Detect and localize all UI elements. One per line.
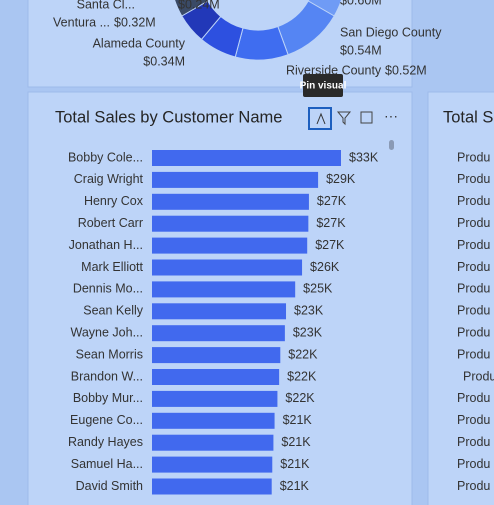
row-label: Produ	[457, 413, 490, 427]
bar	[152, 193, 309, 210]
value-label: $21K	[283, 413, 313, 427]
bar	[152, 347, 281, 364]
row-label: Produ	[457, 457, 490, 471]
category-label: Sean Morris	[76, 347, 143, 361]
row-label: Produ	[457, 238, 490, 252]
right-panel	[427, 91, 494, 505]
category-label: Eugene Co...	[70, 413, 143, 427]
bar	[152, 434, 274, 451]
value-label: $33K	[349, 150, 379, 164]
pin-icon	[316, 112, 326, 125]
row-label: Produ	[457, 391, 490, 405]
bar	[152, 303, 287, 320]
row-label: Produ	[463, 369, 494, 383]
category-label: Dennis Mo...	[73, 282, 143, 296]
bar	[152, 237, 308, 254]
category-label: Jonathan H...	[69, 238, 143, 252]
value-label: $27K	[316, 216, 346, 230]
bar	[152, 281, 296, 298]
donut-slice	[234, 25, 289, 61]
bar	[152, 456, 273, 473]
category-label: Henry Cox	[84, 194, 144, 208]
category-label: Bobby Cole...	[68, 150, 143, 164]
value-label: $27K	[317, 194, 347, 208]
row-label: Produ	[457, 325, 490, 339]
category-label: Samuel Ha...	[71, 457, 143, 471]
scrollbar[interactable]	[389, 140, 394, 150]
category-label: Mark Elliott	[81, 260, 143, 274]
category-label: Robert Carr	[78, 216, 143, 230]
value-label: $29K	[326, 172, 356, 186]
pin-button[interactable]	[308, 107, 332, 130]
row-label: Produ	[457, 150, 490, 164]
row-label: Produ	[457, 304, 490, 318]
row-label: Produ	[457, 260, 490, 274]
focus-button[interactable]	[360, 111, 373, 124]
value-label: $23K	[293, 325, 323, 339]
bar	[152, 215, 309, 232]
donut-label-value: $0.54M	[340, 43, 382, 57]
value-label: $23K	[294, 304, 324, 318]
bar	[152, 150, 341, 166]
row-label: Produ	[457, 216, 490, 230]
category-label: Sean Kelly	[83, 304, 144, 318]
donut-label-value: $0.52M	[385, 63, 427, 77]
tooltip-text: Pin visual	[300, 81, 347, 92]
bar	[152, 412, 275, 429]
bar	[152, 390, 278, 407]
value-label: $21K	[281, 435, 311, 449]
row-label: Produ	[457, 282, 490, 296]
row-label: Produ	[457, 194, 490, 208]
value-label: $27K	[315, 238, 345, 252]
donut-slice	[174, 0, 209, 17]
donut-label-value: $0.60M	[340, 0, 382, 7]
chart-title: Total Sales by Customer Name	[55, 108, 282, 126]
category-label: Wayne Joh...	[71, 325, 144, 339]
value-label: $21K	[280, 457, 310, 471]
category-label: Brandon W...	[71, 369, 143, 383]
bar	[152, 259, 303, 276]
donut-label-name: Alameda County	[93, 36, 186, 50]
filter-button[interactable]	[336, 111, 352, 126]
right-title: Total S	[443, 108, 493, 126]
tooltip	[303, 74, 343, 97]
value-label: $22K	[287, 369, 317, 383]
value-label: $26K	[310, 260, 340, 274]
donut-label-name: San Diego County	[340, 25, 442, 39]
category-label: Randy Hayes	[68, 435, 143, 449]
row-label: Produ	[457, 347, 490, 361]
value-label: $21K	[280, 479, 310, 493]
donut-label-value: $0.32M	[114, 15, 156, 29]
donut-label-value: $0.24M	[178, 0, 220, 11]
value-label: $22K	[288, 347, 318, 361]
row-label: Produ	[457, 479, 490, 493]
bar	[152, 369, 280, 385]
bar	[152, 171, 319, 188]
bar	[152, 325, 285, 342]
row-label: Produ	[457, 435, 490, 449]
donut	[174, 0, 342, 61]
more-button[interactable]: ···	[384, 108, 398, 124]
donut-label-value: $0.34M	[143, 54, 185, 68]
row-label: Produ	[457, 172, 490, 186]
donut-label-name: Riverside County	[286, 63, 382, 77]
value-label: $22K	[285, 391, 315, 405]
donut-label-name: Santa Cl...	[77, 0, 135, 11]
value-label: $25K	[303, 282, 333, 296]
category-label: Bobby Mur...	[73, 391, 143, 405]
bar	[152, 478, 272, 495]
category-label: David Smith	[76, 479, 143, 493]
category-label: Craig Wright	[74, 172, 144, 186]
donut-label-name: Ventura ...	[53, 15, 110, 29]
